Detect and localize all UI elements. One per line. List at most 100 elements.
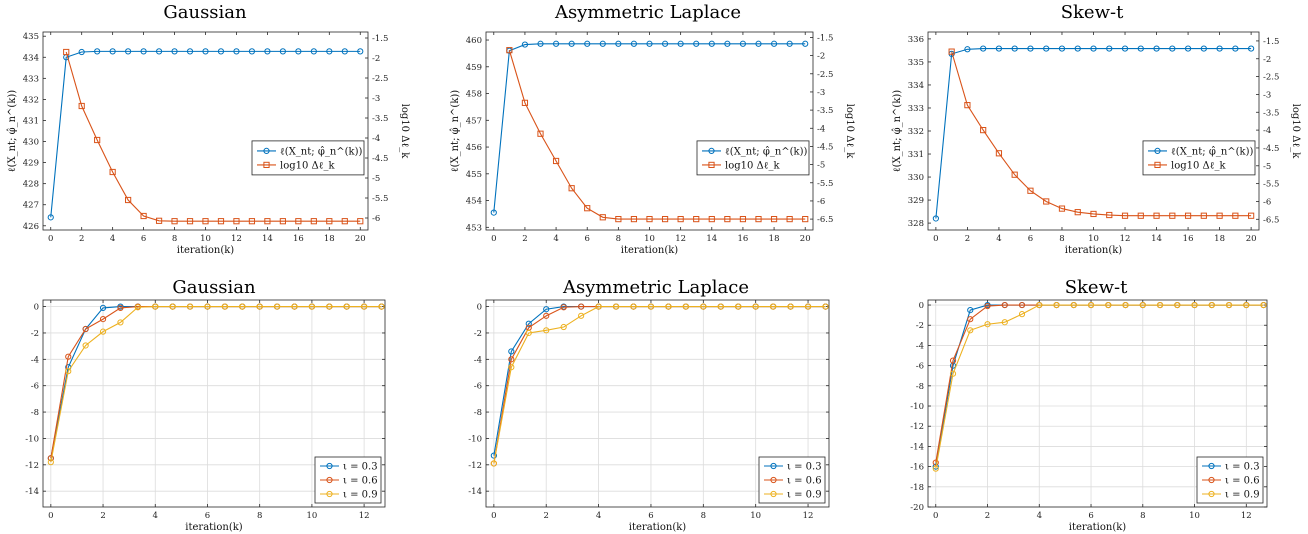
data-point	[1248, 212, 1255, 219]
x-tick-label: 4	[596, 511, 601, 521]
legend-swatch-marker	[326, 462, 333, 470]
legend-swatch-marker	[770, 490, 777, 498]
data-point	[1011, 45, 1018, 52]
series-line	[951, 51, 1252, 217]
series-line	[935, 48, 1252, 219]
y-tick-label: 430	[23, 138, 39, 148]
data-point	[802, 40, 809, 47]
x-tick-label: 12	[675, 234, 686, 244]
legend-swatch-marker	[770, 476, 777, 484]
data-point	[1105, 301, 1112, 309]
data-point	[770, 303, 777, 310]
data-point	[140, 48, 147, 55]
y-tick-label: -10	[25, 434, 39, 444]
y-tick-label: -4	[474, 355, 482, 365]
data-point	[1184, 212, 1192, 219]
x-tick-label: 0	[491, 234, 496, 244]
data-point	[217, 218, 225, 225]
x-tick-label: 10	[200, 234, 211, 244]
chart-panel-2: Asymmetric Laplace 0 2 4 6 8 10 12 14 16 18 20 453 45…	[450, 2, 855, 256]
data-point	[521, 99, 529, 106]
legend-label: ι = 0.9	[343, 490, 378, 501]
x-tick-label: 4	[110, 234, 115, 244]
data-point	[932, 463, 939, 470]
x-tick-label: 10	[750, 511, 761, 521]
y-right-tick-label: -6.5	[817, 215, 833, 225]
x-axis-label: iteration(k)	[621, 245, 679, 256]
data-point	[521, 41, 529, 48]
data-point	[1106, 211, 1113, 219]
legend-swatch-marker	[770, 462, 777, 470]
data-point	[341, 48, 348, 55]
x-tick-label: 20	[1246, 234, 1257, 244]
data-point	[1260, 301, 1267, 309]
y-tick-label: 435	[23, 32, 39, 42]
data-point	[578, 303, 585, 310]
y-tick-label: 455	[466, 170, 482, 180]
data-point	[552, 157, 560, 165]
x-tick-label: 4	[553, 234, 558, 244]
data-point	[724, 216, 731, 223]
y-tick-label: -6	[31, 382, 39, 392]
x-tick-label: 0	[933, 234, 938, 244]
y-tick-label: -8	[31, 408, 39, 418]
data-point	[948, 48, 955, 55]
data-point	[1018, 301, 1026, 309]
data-point	[552, 40, 560, 47]
data-point	[595, 303, 602, 310]
data-point	[822, 303, 829, 310]
data-point	[117, 319, 124, 326]
data-point	[248, 218, 256, 225]
data-point	[264, 218, 271, 225]
y-right-tick-label: -4	[1263, 126, 1271, 136]
series-2	[490, 303, 829, 467]
y-tick-label: 332	[908, 127, 924, 137]
y-tick-label: 457	[466, 116, 482, 126]
data-point	[490, 460, 497, 467]
x-tick-label: 2	[965, 234, 970, 244]
data-point	[99, 328, 107, 335]
data-point	[169, 303, 176, 310]
data-point	[78, 48, 85, 56]
x-axis-label: iteration(k)	[629, 522, 687, 533]
data-point	[256, 303, 263, 310]
x-tick-label: 18	[769, 234, 780, 244]
data-point	[964, 46, 971, 53]
x-tick-label: 2	[522, 234, 527, 244]
y-tick-label: 328	[908, 219, 924, 229]
y-right-tick-label: -5	[1263, 162, 1271, 172]
y-tick-label: 454	[466, 197, 482, 207]
data-point	[1070, 301, 1077, 309]
data-point	[140, 212, 147, 220]
y-tick-label: 432	[23, 95, 39, 105]
data-point	[221, 303, 228, 310]
series-2	[63, 48, 364, 225]
data-point	[1137, 45, 1144, 52]
data-point	[109, 48, 116, 55]
data-point	[78, 102, 85, 110]
data-point	[508, 364, 515, 371]
data-point	[980, 127, 987, 134]
legend-label: ℓ(X_nt; φ̂_n^(k))	[1171, 146, 1254, 157]
data-point	[326, 218, 333, 225]
x-axis-label: iteration(k)	[177, 245, 235, 256]
data-point	[264, 48, 271, 55]
data-point	[693, 216, 700, 223]
data-point	[980, 45, 987, 52]
y-axis-label: ℓ(X_nt; φ̂_n^(k))	[450, 90, 461, 173]
y-tick-label: 334	[908, 81, 924, 91]
data-point	[490, 452, 497, 459]
y-tick-label: -2	[474, 329, 482, 339]
x-tick-label: 2	[79, 234, 84, 244]
data-point	[291, 303, 298, 310]
data-point	[770, 216, 778, 223]
data-point	[584, 205, 591, 212]
data-point	[1074, 45, 1081, 52]
legend-label: ℓ(X_nt; φ̂_n^(k))	[280, 146, 363, 157]
y-right-tick-label: -3	[372, 94, 380, 104]
data-point	[560, 323, 567, 331]
data-point	[543, 327, 550, 334]
chart-panel-5: Asymmetric Laplace 0 2 4 6 8 10 12 0 -2 -4 -6 -8 -10 -…	[468, 277, 830, 533]
y-tick-label: 460	[466, 36, 482, 46]
